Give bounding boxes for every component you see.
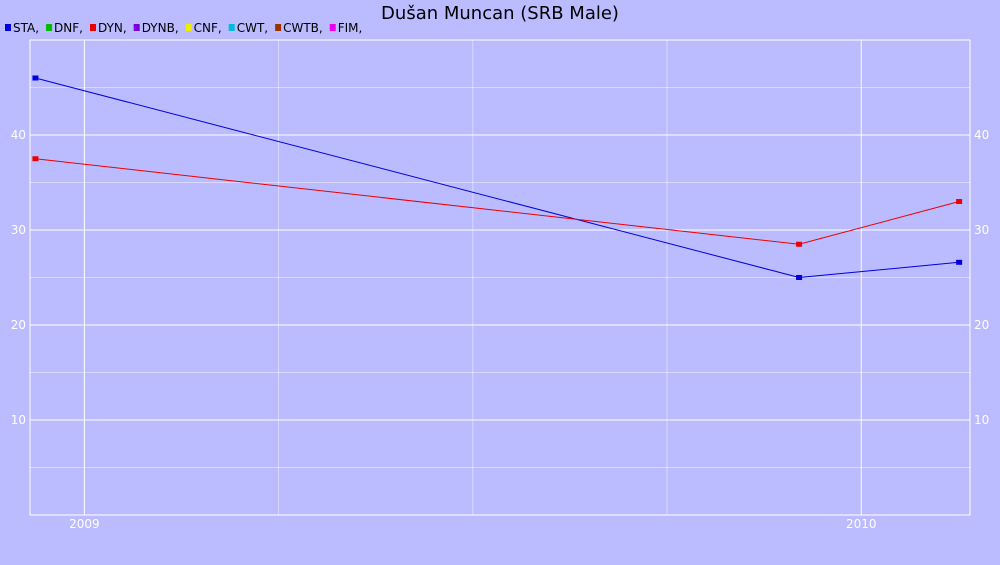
data-point-dyn	[956, 199, 963, 204]
y-tick-label: 40	[11, 128, 26, 142]
x-tick-label: 2009	[69, 517, 100, 531]
legend-swatch	[89, 24, 96, 31]
legend-swatch	[228, 24, 235, 31]
legend-label: DYNB,	[142, 21, 179, 35]
y-tick-label: 20	[11, 318, 26, 332]
legend-swatch	[133, 24, 140, 31]
legend-label: DNF,	[54, 21, 83, 35]
legend-label: FIM,	[338, 21, 363, 35]
x-axis: 2009 2010	[69, 517, 876, 531]
data-point-dyn	[796, 241, 803, 247]
y-tick-label: 30	[11, 223, 26, 237]
legend-label: CNF,	[194, 21, 222, 35]
y-tick-label: 10	[11, 413, 26, 427]
legend: STA, DNF, DYN, DYNB, CNF, CWT, CWTB, FIM,	[5, 21, 362, 35]
legend-swatch	[46, 24, 53, 31]
legend-label: DYN,	[98, 21, 127, 35]
series-group	[32, 75, 963, 280]
y-axis-right: 10 20 30 40	[974, 128, 989, 427]
data-point-sta	[956, 259, 963, 265]
series-line-dyn	[35, 158, 960, 245]
legend-swatch	[329, 24, 336, 31]
y-tick-label: 40	[974, 128, 989, 142]
data-point-sta	[796, 275, 803, 280]
legend-swatch	[185, 24, 192, 31]
legend-label: CWT,	[237, 21, 268, 35]
grid	[29, 39, 971, 516]
chart-title: Dušan Muncan (SRB Male)	[381, 3, 619, 24]
x-tick-label: 2010	[846, 517, 877, 531]
series-line-sta	[35, 77, 960, 279]
legend-swatch	[275, 24, 282, 31]
data-point-dyn	[32, 156, 39, 162]
y-tick-label: 10	[974, 413, 989, 427]
y-tick-label: 30	[974, 223, 989, 237]
legend-swatch	[5, 24, 11, 31]
legend-label: CWTB,	[283, 21, 323, 35]
legend-label: STA,	[13, 21, 39, 35]
data-point-sta	[32, 75, 39, 81]
y-tick-label: 20	[974, 318, 989, 332]
y-axis-left: 10 20 30 40	[11, 128, 26, 427]
